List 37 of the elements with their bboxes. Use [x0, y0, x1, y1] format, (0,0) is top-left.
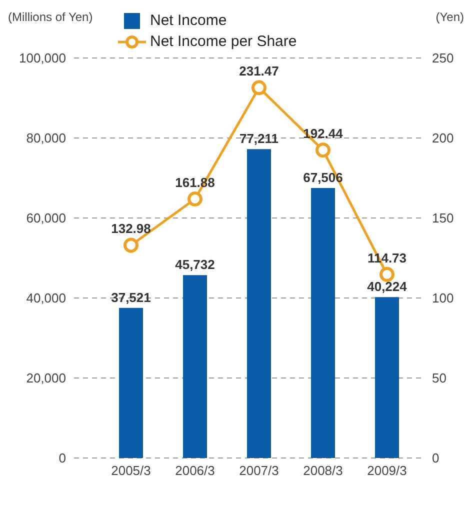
bar: [311, 188, 335, 458]
y-tick-label: 0: [58, 450, 66, 466]
point: [252, 80, 266, 96]
point: [124, 238, 138, 253]
legend-label: Net Income per Share: [150, 32, 297, 52]
legend-label: Net Income: [150, 11, 227, 31]
y-tick-label: 60,000: [26, 210, 66, 226]
bar: [183, 275, 207, 458]
y-tick-label: 80,000: [26, 130, 66, 146]
x-tick-label: 2008/3: [303, 463, 343, 478]
y2-tick-label: 0: [432, 450, 440, 466]
point: [316, 142, 330, 158]
y2-tick-label: 200: [432, 130, 454, 146]
point: [380, 266, 394, 282]
y2-axis-title: (Yen): [436, 10, 464, 24]
data-label: 45,732: [175, 257, 215, 272]
x-tick-label: 2009/3: [367, 463, 407, 478]
data-label: 132.98: [111, 221, 151, 236]
data-label: 40,224: [367, 279, 408, 294]
bar: [247, 149, 271, 458]
y2-tick-label: 100: [432, 290, 454, 306]
data-label: 231.47: [239, 64, 279, 79]
bar: [119, 308, 143, 458]
data-label: 37,521: [111, 290, 151, 305]
x-tick-label: 2006/3: [175, 463, 215, 478]
y-tick-label: 100,000: [19, 50, 66, 66]
x-tick-label: 2005/3: [111, 463, 151, 478]
y2-tick-label: 50: [432, 370, 446, 386]
y-tick-label: 20,000: [26, 370, 66, 386]
y-tick-label: 40,000: [26, 290, 66, 306]
y2-tick-label: 150: [432, 210, 454, 226]
bar: [375, 297, 399, 458]
y-axis-title: (Millions of Yen): [8, 10, 93, 24]
data-label: 77,211: [239, 131, 279, 146]
y2-tick-label: 250: [432, 50, 454, 66]
x-tick-label: 2007/3: [239, 463, 279, 478]
point: [188, 191, 202, 206]
